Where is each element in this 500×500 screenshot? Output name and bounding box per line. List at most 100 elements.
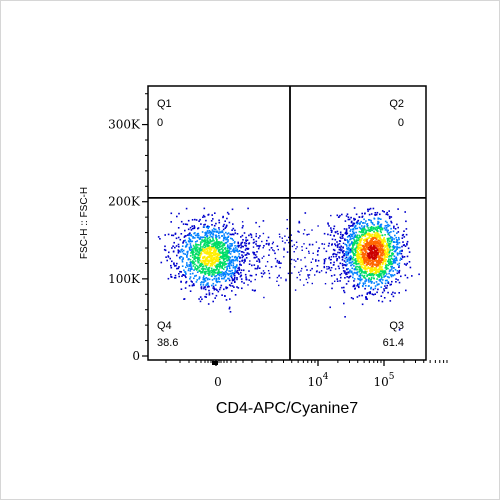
event-dot — [178, 256, 181, 259]
event-dot — [201, 266, 204, 268]
event-dot — [256, 260, 258, 262]
event-dot — [362, 264, 365, 266]
event-dot — [177, 236, 180, 239]
event-dot — [285, 278, 287, 281]
event-dot — [198, 251, 200, 254]
event-dot — [328, 225, 330, 227]
event-dot — [358, 271, 361, 273]
event-dot — [336, 246, 339, 248]
event-dot — [196, 233, 199, 235]
event-dot — [231, 229, 233, 231]
event-dot — [215, 237, 217, 240]
event-dot — [360, 231, 363, 233]
event-dot — [365, 297, 368, 299]
event-dot — [346, 260, 349, 262]
event-dot — [333, 225, 336, 228]
event-dot — [364, 247, 366, 250]
event-dot — [213, 274, 215, 276]
event-dot — [323, 265, 325, 268]
event-dot — [371, 251, 374, 254]
event-dot — [379, 234, 382, 237]
event-dot — [232, 261, 234, 263]
event-dot — [332, 264, 335, 266]
event-dot — [365, 296, 367, 298]
event-dot — [218, 268, 220, 271]
event-dot — [262, 270, 265, 272]
event-dot — [384, 234, 386, 236]
event-dot — [228, 284, 231, 286]
event-dot — [346, 258, 348, 261]
event-dot — [265, 243, 267, 245]
event-dot — [379, 263, 381, 265]
event-dot — [200, 246, 202, 248]
event-dot — [334, 231, 337, 234]
event-dot — [360, 247, 363, 249]
event-dot — [172, 250, 175, 253]
event-dot — [362, 228, 364, 230]
event-dot — [189, 255, 192, 257]
event-dot — [365, 254, 367, 256]
event-dot — [212, 257, 215, 259]
event-dot — [383, 258, 385, 260]
event-dot — [175, 264, 177, 267]
event-dot — [200, 286, 203, 289]
event-dot — [350, 250, 352, 253]
event-dot — [336, 244, 339, 247]
event-dot — [373, 282, 375, 284]
event-dot — [222, 271, 225, 274]
event-dot — [195, 253, 197, 255]
event-dot — [213, 262, 216, 264]
event-dot — [293, 251, 295, 253]
event-dot — [384, 258, 386, 261]
event-dot — [238, 268, 241, 270]
event-dot — [210, 254, 212, 257]
event-dot — [228, 259, 230, 262]
event-dot — [371, 259, 374, 262]
event-dot — [221, 294, 223, 296]
event-dot — [369, 256, 372, 258]
event-dot — [257, 247, 260, 250]
event-dot — [232, 239, 235, 242]
event-dot — [351, 235, 354, 237]
event-dot — [363, 218, 365, 221]
event-dot — [170, 266, 173, 269]
event-dot — [380, 249, 382, 251]
event-dot — [349, 233, 352, 236]
event-dot — [211, 245, 213, 248]
event-dot — [226, 273, 228, 275]
event-dot — [371, 241, 374, 243]
event-dot — [379, 266, 381, 269]
event-dot — [381, 239, 383, 242]
event-dot — [256, 251, 258, 253]
event-dot — [380, 274, 382, 276]
event-dot — [370, 282, 373, 284]
event-dot — [191, 248, 194, 250]
event-dot — [290, 234, 292, 236]
event-dot — [376, 244, 379, 247]
event-dot — [371, 229, 374, 232]
event-dot — [395, 281, 397, 283]
event-dot — [329, 269, 332, 272]
event-dot — [354, 268, 356, 271]
event-dot — [371, 254, 373, 257]
event-dot — [231, 290, 233, 292]
event-dot — [344, 261, 347, 264]
event-dot — [327, 245, 330, 247]
event-dot — [228, 270, 230, 272]
event-dot — [364, 280, 366, 282]
event-dot — [381, 259, 384, 261]
event-dot — [368, 237, 370, 239]
event-dot — [227, 240, 229, 243]
event-dot — [396, 223, 398, 226]
event-dot — [205, 252, 207, 255]
event-dot — [395, 236, 397, 239]
event-dot — [213, 224, 216, 227]
event-dot — [221, 242, 223, 244]
event-dot — [218, 262, 221, 264]
event-dot — [381, 234, 384, 237]
event-dot — [357, 254, 360, 256]
event-dot — [194, 275, 196, 277]
event-dot — [340, 272, 343, 275]
event-dot — [379, 273, 381, 276]
event-dot — [258, 225, 261, 228]
